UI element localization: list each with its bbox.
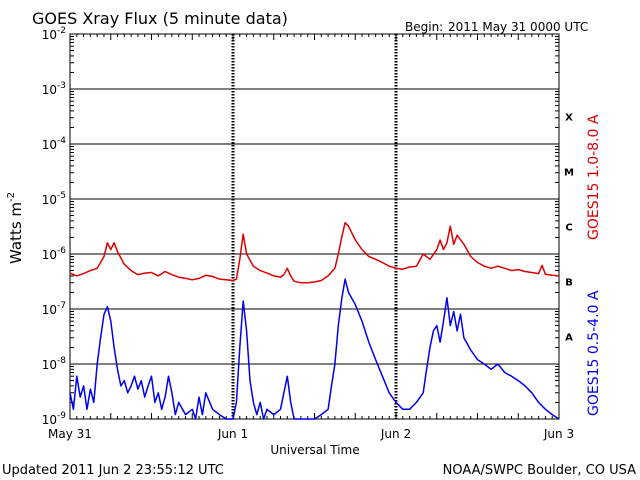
x-tick-label: May 31 (48, 427, 92, 441)
flare-class-label: X (565, 113, 573, 124)
legend-short-channel: GOES15 0.5-4.0 A (586, 290, 602, 416)
y-tick-base: 10 (42, 83, 57, 97)
y-axis-label: Watts m-2 (6, 192, 25, 264)
y-tick-base: 10 (42, 28, 57, 42)
y-tick-base: 10 (42, 303, 57, 317)
y-tick-label: 10-9 (42, 411, 67, 427)
flare-class-labels: A B C M X (564, 113, 574, 344)
y-axis-label-base: Watts m (7, 202, 25, 264)
y-tick-exponent: -7 (57, 301, 66, 311)
chart-title: GOES Xray Flux (5 minute data) (32, 9, 288, 28)
y-tick-label: 10-6 (42, 246, 67, 262)
y-tick-base: 10 (42, 248, 57, 262)
legend-long-channel: GOES15 1.0-8.0 A (586, 114, 602, 240)
y-tick-base: 10 (42, 413, 57, 427)
series-line-long-channel (69, 221, 560, 284)
y-tick-exponent: -8 (57, 356, 66, 366)
x-tick-label: Jun 3 (543, 427, 574, 441)
y-tick-base: 10 (42, 138, 57, 152)
flare-class-label: B (565, 278, 573, 289)
y-axis-label-text: Watts m-2 (6, 192, 25, 264)
y-tick-exponent: -6 (57, 246, 66, 256)
y-tick-label: 10-4 (42, 136, 67, 152)
footer-credit: NOAA/SWPC Boulder, CO USA (443, 463, 636, 478)
flare-class-label: M (564, 168, 574, 179)
x-axis-label: Universal Time (270, 443, 359, 457)
y-tick-exponent: -3 (57, 81, 66, 91)
y-tick-label: 10-7 (42, 301, 66, 317)
flare-class-label: A (565, 333, 573, 344)
plot-area (69, 33, 560, 420)
x-tick-label: Jun 1 (217, 427, 248, 441)
y-axis: 10-910-810-710-610-510-410-310-2 (42, 26, 559, 427)
grid-lines (70, 34, 559, 419)
y-axis-label-exponent: -2 (6, 192, 17, 202)
x-tick-label: Jun 2 (380, 427, 411, 441)
x-axis: May 31 Jun 1 Jun 2 Jun 3 (48, 34, 574, 441)
flare-class-label: C (565, 223, 572, 234)
y-tick-label: 10-8 (42, 356, 67, 372)
y-tick-label: 10-5 (42, 191, 66, 207)
y-tick-base: 10 (42, 358, 57, 372)
footer-updated: Updated 2011 Jun 2 23:55:12 UTC (2, 463, 224, 478)
y-tick-exponent: -2 (57, 26, 66, 36)
y-tick-base: 10 (42, 193, 57, 207)
y-tick-label: 10-2 (42, 26, 66, 42)
begin-label: Begin: (405, 20, 443, 34)
plot-frame (69, 33, 560, 420)
y-tick-exponent: -5 (57, 191, 66, 201)
series-line-short-channel (69, 278, 560, 420)
y-tick-label: 10-3 (42, 81, 66, 97)
y-tick-exponent: -4 (57, 136, 66, 146)
y-tick-exponent: -9 (57, 411, 66, 421)
series-group (69, 221, 560, 420)
begin-value: 2011 May 31 0000 UTC (448, 20, 588, 34)
